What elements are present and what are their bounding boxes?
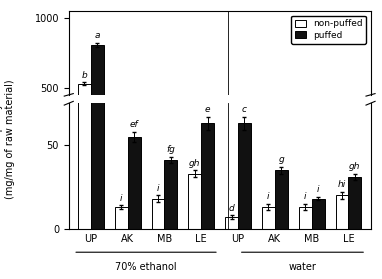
- Bar: [262, 156, 275, 158]
- Text: i: i: [157, 184, 159, 193]
- Text: hi: hi: [338, 181, 346, 189]
- Bar: [348, 153, 361, 158]
- Text: gh: gh: [349, 162, 361, 171]
- Bar: [299, 207, 312, 229]
- Bar: [78, 0, 91, 229]
- Bar: [262, 207, 275, 229]
- Bar: [312, 155, 325, 158]
- Bar: [275, 153, 288, 158]
- Bar: [91, 0, 104, 229]
- Legend: non-puffed, puffed: non-puffed, puffed: [291, 16, 366, 44]
- Bar: [91, 45, 104, 158]
- Bar: [128, 137, 141, 229]
- Text: 70% ethanol: 70% ethanol: [115, 262, 177, 272]
- Bar: [348, 177, 361, 229]
- Text: g: g: [278, 155, 284, 164]
- Bar: [299, 156, 312, 158]
- Bar: [335, 155, 348, 158]
- Bar: [152, 155, 164, 158]
- Text: ef: ef: [130, 120, 138, 129]
- Bar: [188, 174, 201, 229]
- Bar: [225, 217, 238, 229]
- Text: i: i: [267, 192, 270, 201]
- Bar: [128, 150, 141, 158]
- Text: i: i: [317, 186, 319, 194]
- Text: a: a: [94, 32, 100, 40]
- Text: water: water: [288, 262, 316, 272]
- Bar: [115, 207, 128, 229]
- Bar: [164, 160, 177, 229]
- Bar: [115, 156, 128, 158]
- Bar: [201, 123, 214, 229]
- Bar: [152, 199, 164, 229]
- Text: d: d: [229, 204, 235, 213]
- Bar: [238, 123, 251, 229]
- Bar: [275, 170, 288, 229]
- Text: i: i: [120, 194, 123, 203]
- Bar: [225, 157, 238, 158]
- Bar: [188, 153, 201, 158]
- Bar: [78, 84, 91, 158]
- Bar: [164, 152, 177, 158]
- Bar: [238, 149, 251, 158]
- Text: fg: fg: [167, 145, 175, 154]
- Bar: [335, 195, 348, 229]
- Text: i: i: [304, 192, 306, 201]
- Text: e: e: [205, 105, 210, 114]
- Text: gh: gh: [189, 159, 201, 168]
- Text: Iron sulfate heptahydrate
(mg/mg of raw material): Iron sulfate heptahydrate (mg/mg of raw …: [0, 77, 15, 202]
- Bar: [201, 149, 214, 158]
- Bar: [312, 199, 325, 229]
- Text: c: c: [242, 105, 247, 114]
- Text: b: b: [81, 71, 87, 80]
